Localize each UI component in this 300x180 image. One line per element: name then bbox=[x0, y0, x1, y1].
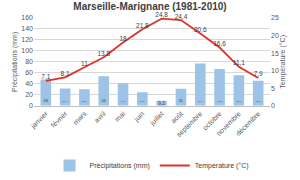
svg-text:140: 140 bbox=[21, 25, 33, 32]
svg-text:55,7: 55,7 bbox=[237, 100, 242, 103]
svg-text:24,8: 24,8 bbox=[155, 11, 168, 18]
svg-text:7,1: 7,1 bbox=[41, 73, 50, 80]
svg-text:9,2: 9,2 bbox=[158, 101, 165, 106]
svg-text:8,1: 8,1 bbox=[61, 70, 70, 77]
svg-text:40: 40 bbox=[25, 80, 33, 87]
svg-text:10: 10 bbox=[271, 67, 279, 74]
svg-text:5: 5 bbox=[271, 85, 275, 92]
svg-text:24,4: 24,4 bbox=[175, 12, 188, 19]
svg-text:25: 25 bbox=[271, 14, 279, 21]
svg-text:54: 54 bbox=[101, 98, 106, 103]
svg-text:100: 100 bbox=[21, 47, 33, 54]
svg-text:11,1: 11,1 bbox=[233, 59, 246, 66]
svg-text:février: février bbox=[50, 109, 69, 128]
svg-text:20,6: 20,6 bbox=[194, 26, 207, 33]
svg-text:20: 20 bbox=[271, 32, 279, 39]
svg-text:Marseille-Marignane (1981-2010: Marseille-Marignane (1981-2010) bbox=[73, 1, 226, 12]
svg-text:120: 120 bbox=[21, 36, 33, 43]
svg-text:16,6: 16,6 bbox=[213, 40, 226, 47]
svg-text:31,4: 31,4 bbox=[63, 100, 68, 103]
svg-text:juin: juin bbox=[132, 110, 146, 124]
svg-text:Température (°C): Température (°C) bbox=[279, 35, 287, 89]
svg-text:décembre: décembre bbox=[234, 110, 261, 137]
svg-text:160: 160 bbox=[21, 14, 33, 21]
svg-text:0: 0 bbox=[271, 102, 275, 109]
svg-text:0: 0 bbox=[29, 102, 33, 109]
svg-text:13,8: 13,8 bbox=[97, 50, 110, 57]
svg-text:Temperature (°C): Temperature (°C) bbox=[195, 162, 249, 170]
svg-text:novembre: novembre bbox=[215, 110, 242, 137]
svg-text:11: 11 bbox=[81, 60, 88, 67]
svg-text:août: août bbox=[170, 110, 185, 125]
svg-text:avril: avril bbox=[93, 110, 107, 124]
svg-text:octobre: octobre bbox=[201, 110, 223, 132]
svg-text:60: 60 bbox=[25, 69, 33, 76]
svg-text:mai: mai bbox=[113, 110, 126, 123]
svg-text:mars: mars bbox=[72, 110, 88, 126]
svg-text:77,1: 77,1 bbox=[198, 100, 203, 103]
svg-text:juillet: juillet bbox=[148, 110, 166, 128]
svg-text:41,1: 41,1 bbox=[121, 100, 126, 103]
svg-text:45,8: 45,8 bbox=[256, 100, 261, 103]
svg-text:septembre: septembre bbox=[175, 110, 204, 139]
svg-text:31: 31 bbox=[179, 98, 183, 103]
svg-text:20: 20 bbox=[25, 91, 33, 98]
svg-text:18: 18 bbox=[119, 35, 127, 42]
svg-text:Précipitations (mm): Précipitations (mm) bbox=[90, 162, 150, 170]
svg-text:15: 15 bbox=[271, 50, 279, 57]
svg-text:48: 48 bbox=[43, 98, 48, 103]
svg-text:24,5: 24,5 bbox=[140, 100, 145, 103]
svg-text:67,2: 67,2 bbox=[217, 100, 222, 103]
svg-text:Précipitations (mm): Précipitations (mm) bbox=[11, 32, 19, 92]
svg-text:21,8: 21,8 bbox=[136, 22, 149, 29]
svg-text:7,9: 7,9 bbox=[254, 70, 263, 77]
svg-text:30,4: 30,4 bbox=[82, 100, 87, 103]
svg-text:janvier: janvier bbox=[29, 109, 50, 130]
svg-text:80: 80 bbox=[25, 58, 33, 65]
